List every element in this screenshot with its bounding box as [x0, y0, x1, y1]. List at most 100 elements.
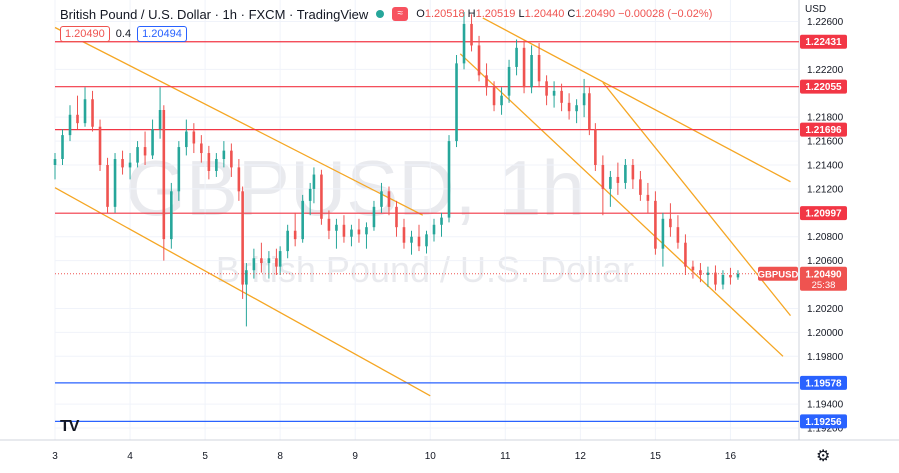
- candle-body: [492, 87, 496, 106]
- candle-body: [537, 55, 541, 82]
- current-price-label: 1.20490: [805, 269, 842, 280]
- candle-body: [207, 153, 211, 171]
- symbol-tag: [758, 266, 798, 281]
- x-tick-label: 8: [277, 451, 283, 462]
- candle-body: [327, 218, 331, 231]
- price-level-label: 1.22055: [805, 82, 842, 93]
- candle-body: [286, 230, 289, 252]
- candle-body: [365, 227, 368, 235]
- candle-body: [68, 114, 72, 136]
- price-level-tag: [800, 206, 847, 221]
- candle-body: [714, 272, 717, 285]
- symbol-title[interactable]: British Pound / U.S. Dollar · 1h · FXCM …: [60, 6, 369, 22]
- gear-icon[interactable]: ⚙: [816, 448, 831, 465]
- candle-body: [53, 159, 57, 165]
- y-tick-label: 1.21800: [807, 113, 844, 124]
- candle-body: [387, 191, 391, 207]
- candle-body: [500, 95, 503, 106]
- candle-body: [158, 110, 162, 130]
- candle-body: [136, 147, 139, 163]
- candle-body: [83, 99, 87, 124]
- countdown-label: 25:38: [812, 280, 836, 291]
- candle-body: [575, 105, 578, 112]
- tradingview-logo[interactable]: TV: [60, 418, 79, 435]
- candle-body: [76, 114, 79, 124]
- y-tick-label: 1.22200: [807, 65, 844, 76]
- candle-body: [245, 270, 248, 285]
- y-tick-label: 1.19800: [807, 352, 844, 363]
- candle-body: [410, 236, 413, 243]
- buy-price-button[interactable]: 1.20494: [137, 26, 187, 42]
- y-tick-label: 1.21200: [807, 184, 844, 195]
- candle-body: [151, 129, 154, 156]
- candle-body: [192, 131, 196, 144]
- candle-body: [121, 159, 124, 168]
- trend-channel-line: [459, 53, 784, 357]
- price-level-tag: [800, 414, 847, 429]
- candle-body: [402, 227, 406, 243]
- candle-body: [470, 23, 473, 46]
- candle-body: [582, 93, 586, 106]
- candle-body: [143, 147, 147, 156]
- candle-body: [646, 194, 650, 201]
- candle-body: [162, 110, 166, 240]
- candle-body: [477, 45, 481, 76]
- trend-channel-line: [54, 26, 424, 216]
- x-tick-label: 3: [52, 451, 58, 462]
- x-tick-label: 10: [425, 451, 437, 462]
- candle-body: [237, 167, 241, 192]
- candle-body: [113, 159, 117, 207]
- candle-body: [241, 191, 244, 285]
- candle-body: [609, 176, 612, 189]
- spread-value: 0.4: [115, 28, 132, 40]
- candle-body: [335, 224, 338, 231]
- ohlc-high: 1.20519: [475, 8, 516, 20]
- candle-body: [560, 90, 563, 103]
- candle-body: [522, 47, 526, 88]
- candle-body: [616, 176, 620, 183]
- candle-body: [417, 236, 421, 247]
- candle-body: [654, 200, 657, 249]
- candle-body: [676, 227, 680, 243]
- ohlc-l-label: L: [518, 8, 525, 20]
- candle-body: [447, 141, 451, 218]
- candle-body: [200, 143, 203, 154]
- candle-body: [357, 229, 361, 235]
- chart-header: British Pound / U.S. Dollar · 1h · FXCM …: [60, 4, 712, 24]
- candle-body: [275, 258, 278, 267]
- ohlc-close: 1.20490: [575, 8, 616, 20]
- ohlc-readout: O1.20518 H1.20519 L1.20440 C1.20490 −0.0…: [416, 8, 712, 20]
- sell-price-button[interactable]: 1.20490: [60, 26, 110, 42]
- candle-body: [515, 47, 518, 67]
- currency-label[interactable]: USD: [805, 4, 827, 15]
- candle-body: [706, 272, 710, 275]
- candle-body: [230, 150, 233, 168]
- candle-body: [222, 150, 226, 160]
- ohlc-c-label: C: [567, 8, 576, 20]
- watermark-name: British Pound / U.S. Dollar: [216, 249, 634, 290]
- price-level-label: 1.20997: [805, 209, 842, 220]
- candle-body: [721, 275, 725, 285]
- candle-body: [440, 217, 443, 225]
- candle-body: [455, 63, 458, 142]
- ohlc-open: 1.20518: [424, 8, 465, 20]
- candle-body: [372, 206, 376, 228]
- candle-body: [661, 218, 665, 249]
- candle-body: [61, 135, 64, 160]
- x-tick-label: 11: [500, 451, 511, 462]
- candle-body: [624, 165, 627, 183]
- candle-body: [293, 230, 297, 240]
- bid-ask-row: 1.20490 0.4 1.20494: [60, 26, 187, 42]
- y-tick-label: 1.22600: [807, 17, 844, 28]
- wave-icon[interactable]: ≈: [392, 7, 409, 21]
- ohlc-h-label: H: [467, 8, 476, 20]
- candle-body: [128, 162, 132, 168]
- y-tick-label: 1.20000: [807, 328, 844, 339]
- price-level-label: 1.19256: [805, 417, 842, 428]
- current-price-tag: [800, 266, 847, 291]
- candle-body: [425, 234, 428, 247]
- candle-body: [530, 55, 533, 88]
